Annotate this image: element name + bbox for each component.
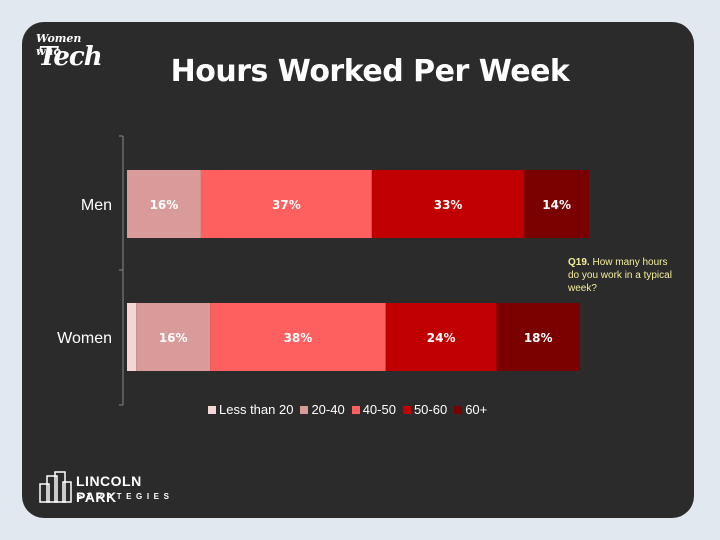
bar-segment xyxy=(496,303,580,371)
legend-label: 20-40 xyxy=(311,402,345,417)
category-label: Women xyxy=(57,330,112,347)
data-label: 16% xyxy=(150,198,179,212)
legend-item: Less than 20 xyxy=(208,402,293,417)
legend-swatch xyxy=(402,405,411,414)
women-who-tech-logo: Women who Tech xyxy=(36,32,103,80)
bar-segment xyxy=(127,303,137,371)
category-label: Men xyxy=(81,197,112,214)
data-label: 24% xyxy=(427,331,456,345)
legend-label: Less than 20 xyxy=(219,402,294,417)
data-label: 18% xyxy=(524,331,553,345)
bar-segment xyxy=(385,303,497,371)
brand-line2: Tech xyxy=(38,42,103,72)
legend-swatch xyxy=(351,405,360,414)
slide-background xyxy=(22,22,694,518)
bar-segment xyxy=(127,170,201,238)
legend-item: 40-50 xyxy=(351,402,396,417)
chart-legend: Less than 20 20-40 40-50 50-60 60+ xyxy=(208,402,487,417)
legend-item: 20-40 xyxy=(300,402,345,417)
legend-label: 40-50 xyxy=(362,402,396,417)
data-label: 33% xyxy=(434,198,463,212)
question-text: How many hours do you work in a typical … xyxy=(568,257,672,294)
bar-segment xyxy=(200,170,372,238)
bar-segment xyxy=(136,303,211,371)
legend-label: 50-60 xyxy=(413,402,448,417)
bar-segment xyxy=(524,170,589,238)
legend-swatch xyxy=(300,405,309,414)
logo-line2: STRATEGIES xyxy=(77,492,174,501)
legend-swatch xyxy=(454,405,463,414)
legend-item: 60+ xyxy=(454,402,487,417)
data-label: 38% xyxy=(284,331,313,345)
chart-title: Hours Worked Per Week xyxy=(170,54,570,89)
bar-segment xyxy=(371,170,525,238)
brand-line1: Women who xyxy=(36,32,82,58)
question-note: Q19. How many hours do you work in a typ… xyxy=(568,256,678,295)
lincoln-park-logo: LINCOLN PARK STRATEGIES xyxy=(36,470,186,506)
legend-swatch xyxy=(208,405,216,414)
building-icon xyxy=(39,471,72,503)
data-label: 16% xyxy=(159,331,188,345)
bar-segment xyxy=(210,303,386,371)
question-number: Q19. xyxy=(568,257,590,268)
legend-label: 60+ xyxy=(465,402,488,417)
legend-item: 50-60 xyxy=(402,402,448,417)
data-label: 37% xyxy=(272,198,301,212)
logo-line1: LINCOLN PARK xyxy=(76,473,142,505)
data-label: 14% xyxy=(542,198,571,212)
